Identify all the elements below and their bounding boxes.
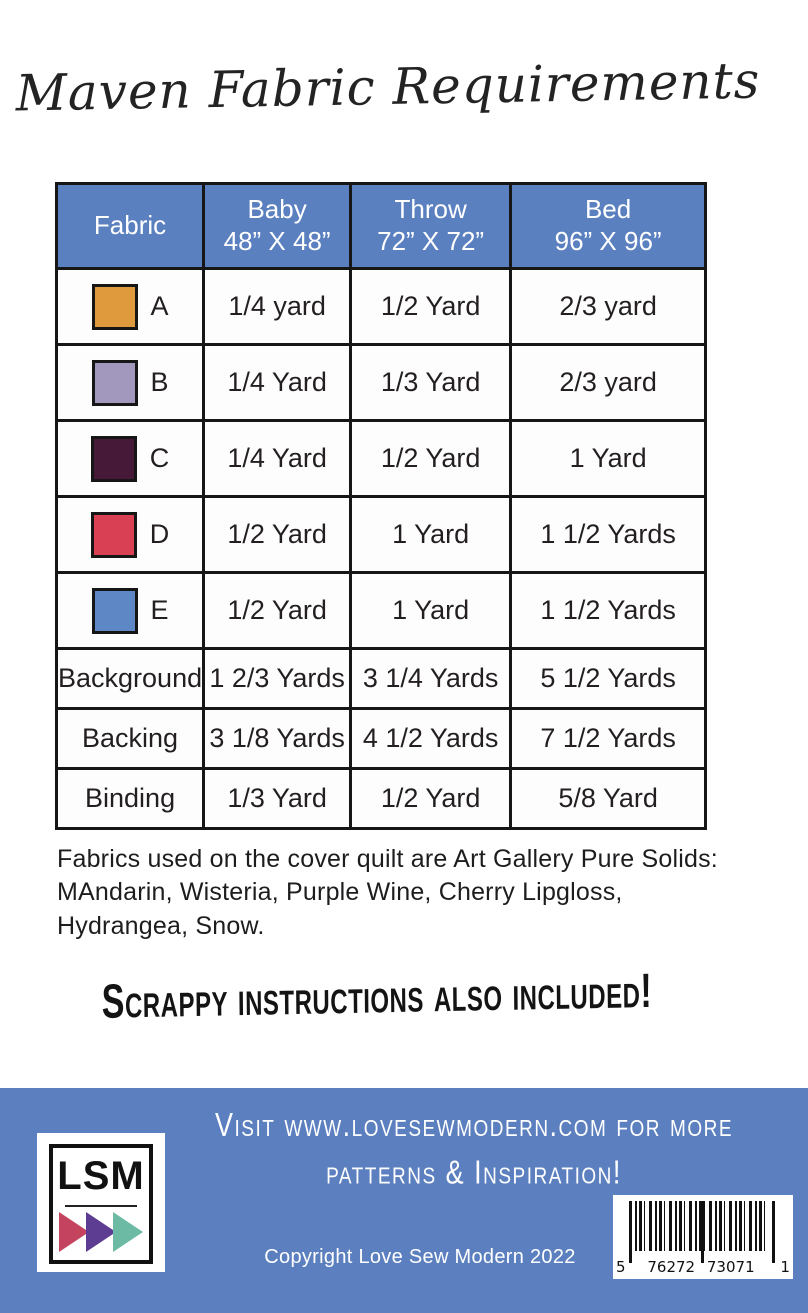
fabric-a-bed-yardage: 2/3 yard <box>509 267 708 346</box>
website-promo-line1: Visit www.lovesewmodern.com for more <box>215 1106 733 1144</box>
barcode-digit-lead: 5 <box>616 1258 626 1276</box>
header-bed-size: 96” X 96” <box>554 226 662 256</box>
lsm-logo: LSM <box>37 1133 165 1272</box>
header-bed: Bed 96” X 96” <box>509 182 708 270</box>
fabric-b-cell: B <box>54 343 206 422</box>
header-bed-label: Bed <box>584 194 632 225</box>
fabric-c-bed-yardage: 1 Yard <box>509 419 708 498</box>
header-fabric-label: Fabric <box>93 210 167 241</box>
backing-throw-yardage: 4 1/2 Yards <box>349 707 513 770</box>
fabric-b-swatch <box>91 359 138 406</box>
fabric-c-throw-yardage: 1/2 Yard <box>349 419 513 498</box>
triangle-purple-icon <box>86 1212 116 1252</box>
header-baby-label: Baby <box>247 194 307 225</box>
fabric-a-cell: A <box>54 267 206 346</box>
table-row-fabric-e: E 1/2 Yard 1 Yard 1 1/2 Yards <box>54 571 708 650</box>
binding-throw-yardage: 1/2 Yard <box>349 767 513 830</box>
fabric-b-baby-yardage: 1/4 Yard <box>202 343 353 422</box>
header-throw: Throw 72” X 72” <box>349 182 513 270</box>
triangle-pink-icon <box>59 1212 89 1252</box>
website-promo-text: Visit www.lovesewmodern.com for more pat… <box>165 1102 783 1198</box>
copyright-text: Copyright Love Sew Modern 2022 <box>264 1246 576 1268</box>
backing-bed-yardage: 7 1/2 Yards <box>509 707 708 770</box>
fabric-d-throw-yardage: 1 Yard <box>349 495 513 574</box>
cover-fabrics-note: Fabrics used on the cover quilt are Art … <box>57 843 767 943</box>
table-row-fabric-b: B 1/4 Yard 1/3 Yard 2/3 yard <box>54 343 708 422</box>
table-row-fabric-c: C 1/4 Yard 1/2 Yard 1 Yard <box>54 419 708 498</box>
fabric-d-cell: D <box>54 495 206 574</box>
binding-label: Binding <box>54 767 206 830</box>
fabric-requirements-table: Fabric Baby 48” X 48” Throw 72” X 72” Be… <box>54 182 708 830</box>
header-throw-label: Throw <box>394 194 467 225</box>
fabric-c-baby-yardage: 1/4 Yard <box>202 419 353 498</box>
scrappy-banner: Scrappy instructions also included! <box>101 964 653 1030</box>
fabric-d-baby-yardage: 1/2 Yard <box>202 495 353 574</box>
cover-fabrics-note-line1: Fabrics used on the cover quilt are Art … <box>57 845 718 873</box>
fabric-a-baby-yardage: 1/4 yard <box>202 267 353 346</box>
barcode-digit-group2: 73071 <box>706 1258 755 1276</box>
fabric-e-cell: E <box>54 571 206 650</box>
website-promo-line2: patterns & Inspiration! <box>326 1154 622 1192</box>
fabric-e-letter: E <box>150 595 169 625</box>
fabric-d-swatch <box>90 511 137 558</box>
lsm-logo-triangles <box>59 1212 143 1252</box>
fabric-a-letter: A <box>150 291 169 321</box>
barcode-digits: 5 76272 73071 1 <box>616 1258 790 1276</box>
footer-band: LSM Visit www.lovesewmodern.com for more… <box>0 1088 808 1313</box>
fabric-c-cell: C <box>54 419 206 498</box>
barcode-guard-right <box>772 1201 775 1263</box>
fabric-b-letter: B <box>150 367 169 397</box>
table-row-backing: Backing 3 1/8 Yards 4 1/2 Yards 7 1/2 Ya… <box>54 707 708 770</box>
background-label: Background <box>54 647 206 710</box>
table-row-binding: Binding 1/3 Yard 1/2 Yard 5/8 Yard <box>54 767 708 830</box>
binding-bed-yardage: 5/8 Yard <box>509 767 708 830</box>
table-row-fabric-d: D 1/2 Yard 1 Yard 1 1/2 Yards <box>54 495 708 574</box>
backing-baby-yardage: 3 1/8 Yards <box>202 707 353 770</box>
table-header-row: Fabric Baby 48” X 48” Throw 72” X 72” Be… <box>54 182 708 270</box>
lsm-logo-divider <box>64 1204 138 1207</box>
fabric-e-bed-yardage: 1 1/2 Yards <box>509 571 708 650</box>
page-title: Maven Fabric Requirements <box>15 51 761 123</box>
fabric-a-swatch <box>91 283 138 330</box>
header-fabric: Fabric <box>54 182 206 270</box>
fabric-a-throw-yardage: 1/2 Yard <box>349 267 513 346</box>
fabric-d-bed-yardage: 1 1/2 Yards <box>509 495 708 574</box>
table-row-background: Background 1 2/3 Yards 3 1/4 Yards 5 1/2… <box>54 647 708 710</box>
fabric-c-letter: C <box>149 443 170 473</box>
backing-label: Backing <box>54 707 206 770</box>
barcode-guard-middle <box>701 1201 704 1263</box>
lsm-logo-frame: LSM <box>49 1144 153 1264</box>
barcode-digit-trail: 1 <box>780 1258 790 1276</box>
header-baby: Baby 48” X 48” <box>202 182 353 270</box>
fabric-b-bed-yardage: 2/3 yard <box>509 343 708 422</box>
fabric-e-swatch <box>91 587 138 634</box>
header-baby-size: 48” X 48” <box>223 226 331 256</box>
fabric-e-throw-yardage: 1 Yard <box>349 571 513 650</box>
background-throw-yardage: 3 1/4 Yards <box>349 647 513 710</box>
cover-fabrics-note-line2: MAndarin, Wisteria, Purple Wine, Cherry … <box>57 878 623 907</box>
binding-baby-yardage: 1/3 Yard <box>202 767 353 830</box>
lsm-logo-text: LSM <box>57 1154 145 1198</box>
fabric-c-swatch <box>90 435 137 482</box>
header-throw-size: 72” X 72” <box>377 226 485 256</box>
table-row-fabric-a: A 1/4 yard 1/2 Yard 2/3 yard <box>54 267 708 346</box>
fabric-e-baby-yardage: 1/2 Yard <box>202 571 353 650</box>
barcode-guard-left <box>629 1201 632 1263</box>
background-bed-yardage: 5 1/2 Yards <box>509 647 708 710</box>
cover-fabrics-note-line3: Hydrangea, Snow. <box>57 911 265 940</box>
barcode-digit-group1: 76272 <box>647 1258 696 1276</box>
barcode: 5 76272 73071 1 <box>613 1195 793 1279</box>
fabric-b-throw-yardage: 1/3 Yard <box>349 343 513 422</box>
fabric-d-letter: D <box>149 519 170 549</box>
background-baby-yardage: 1 2/3 Yards <box>202 647 353 710</box>
